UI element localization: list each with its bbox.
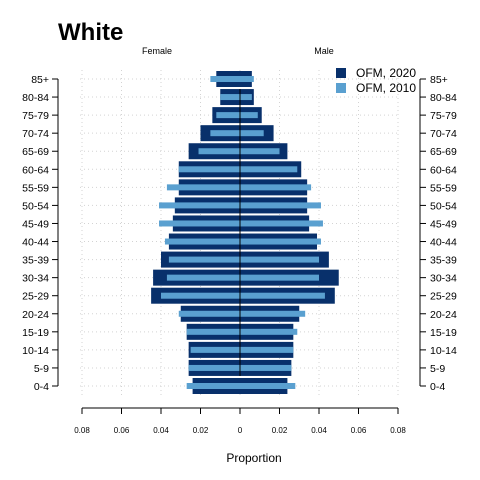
bar-2010-male-75-79 [240, 112, 258, 119]
bar-2010-female-20-24 [178, 310, 240, 317]
y-tick-label-left-35-39: 35-39 [22, 255, 49, 267]
bar-2010-male-60-64 [240, 166, 298, 173]
x-tick-label: 0.02 [272, 426, 288, 435]
y-tick-label-left-20-24: 20-24 [22, 309, 49, 321]
y-tick-label-left-10-14: 10-14 [22, 345, 49, 357]
y-tick-label-right-70-74: 70-74 [430, 128, 457, 140]
legend-swatch-ofm-2010 [336, 83, 346, 93]
y-tick-label-right-85: 85+ [430, 74, 448, 86]
y-axis-left: 0-4 5-9 10-14 15-19 20-24 25-29 30-34 35-39 40-4… [22, 74, 59, 393]
bar-2010-female-25-29 [161, 292, 240, 299]
y-tick-label-right-5-9: 5-9 [430, 363, 445, 375]
y-tick-label-left-0-4: 0-4 [34, 381, 49, 393]
bar-2010-male-30-34 [240, 274, 319, 281]
x-tick-label: 0.08 [390, 426, 406, 435]
y-tick-label-left-85: 85+ [31, 74, 49, 86]
bar-2010-male-45-49 [240, 220, 323, 227]
x-axis-label: Proportion [226, 451, 281, 465]
panel-label-female: Female [142, 46, 172, 56]
bar-2010-male-10-14 [240, 346, 294, 353]
x-tick-label: 0.04 [311, 426, 327, 435]
x-tick-label: 0.06 [351, 426, 367, 435]
bar-2010-male-70-74 [240, 130, 264, 137]
bar-2010-male-85 [240, 76, 254, 82]
bar-2010-female-60-64 [178, 166, 240, 173]
bar-2010-male-80-84 [240, 94, 252, 101]
series-ofm-2010-bars [159, 76, 325, 389]
legend-label-ofm-2020: OFM, 2020 [356, 66, 416, 80]
y-tick-label-left-45-49: 45-49 [22, 218, 49, 230]
series-ofm-2020-bars [151, 71, 339, 394]
bar-2010-female-45-49 [159, 220, 240, 227]
bar-2010-female-75-79 [216, 112, 240, 119]
bar-2010-male-55-59 [240, 184, 312, 191]
y-tick-label-left-50-54: 50-54 [22, 200, 49, 212]
bar-2010-female-70-74 [210, 130, 240, 137]
y-tick-label-right-10-14: 10-14 [430, 345, 457, 357]
bar-2010-female-40-44 [164, 238, 240, 245]
y-tick-label-right-80-84: 80-84 [430, 92, 457, 104]
bar-2010-male-40-44 [240, 238, 321, 245]
y-tick-label-left-80-84: 80-84 [22, 92, 49, 104]
x-tick-label: 0.04 [153, 426, 169, 435]
bar-2010-male-25-29 [240, 292, 325, 299]
y-tick-label-right-15-19: 15-19 [430, 327, 457, 339]
y-tick-label-left-15-19: 15-19 [22, 327, 49, 339]
x-tick-label: 0 [238, 426, 243, 435]
bar-2010-male-5-9 [240, 364, 292, 371]
y-tick-label-right-50-54: 50-54 [430, 200, 457, 212]
y-tick-label-right-20-24: 20-24 [430, 309, 457, 321]
bar-2010-female-65-69 [198, 148, 240, 155]
y-tick-label-right-25-29: 25-29 [430, 291, 457, 303]
bar-2010-female-5-9 [188, 364, 240, 371]
bar-2010-female-15-19 [186, 328, 240, 335]
y-tick-label-left-25-29: 25-29 [22, 291, 49, 303]
y-tick-label-right-55-59: 55-59 [430, 182, 457, 194]
bar-2010-male-20-24 [240, 310, 306, 317]
bar-2010-female-80-84 [220, 94, 240, 101]
y-tick-label-left-60-64: 60-64 [22, 164, 49, 176]
y-tick-label-left-40-44: 40-44 [22, 237, 49, 249]
y-tick-label-right-35-39: 35-39 [430, 255, 457, 267]
y-tick-label-right-65-69: 65-69 [430, 146, 457, 158]
bar-2010-female-0-4 [186, 383, 240, 389]
y-axis-right: 0-4 5-9 10-14 15-19 20-24 25-29 30-34 35-39 40-4… [419, 74, 457, 393]
legend-swatch-ofm-2020 [336, 68, 346, 78]
bar-2010-male-35-39 [240, 256, 319, 263]
y-tick-label-right-40-44: 40-44 [430, 237, 457, 249]
y-tick-label-left-30-34: 30-34 [22, 273, 49, 285]
x-tick-label: 0.02 [193, 426, 209, 435]
y-tick-label-right-0-4: 0-4 [430, 381, 445, 393]
y-tick-label-right-45-49: 45-49 [430, 218, 457, 230]
bar-2010-male-0-4 [240, 383, 296, 389]
bar-2010-female-30-34 [166, 274, 240, 281]
y-tick-label-right-30-34: 30-34 [430, 273, 457, 285]
x-tick-label: 0.06 [114, 426, 130, 435]
y-tick-label-left-5-9: 5-9 [34, 363, 49, 375]
y-tick-label-left-65-69: 65-69 [22, 146, 49, 158]
bar-2010-male-50-54 [240, 202, 321, 209]
y-tick-label-left-70-74: 70-74 [22, 128, 49, 140]
panel-label-male: Male [314, 46, 334, 56]
bar-2010-male-65-69 [240, 148, 280, 155]
bar-2010-female-85 [210, 76, 240, 82]
y-tick-label-left-55-59: 55-59 [22, 182, 49, 194]
bar-2010-female-35-39 [168, 256, 240, 263]
bar-2010-female-55-59 [166, 184, 240, 191]
bar-2010-male-15-19 [240, 328, 298, 335]
bar-2010-female-50-54 [159, 202, 240, 209]
y-tick-label-right-60-64: 60-64 [430, 164, 457, 176]
x-tick-label: 0.08 [74, 426, 90, 435]
y-tick-label-right-75-79: 75-79 [430, 110, 457, 122]
chart-title: White [58, 19, 123, 46]
x-axis: 0.08 0.06 0.04 0.02 0 0.02 0.04 0.06 0.08 [74, 407, 406, 435]
y-tick-label-left-75-79: 75-79 [22, 110, 49, 122]
legend-label-ofm-2010: OFM, 2010 [356, 81, 416, 95]
bar-2010-female-10-14 [190, 346, 240, 353]
